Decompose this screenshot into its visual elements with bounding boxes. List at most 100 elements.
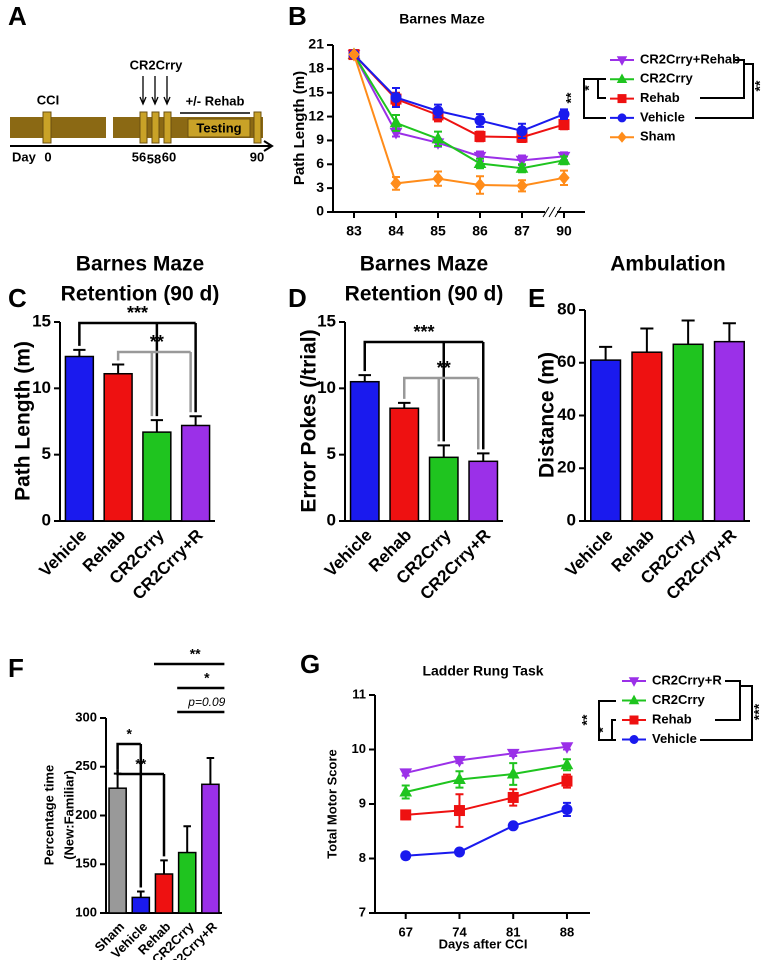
bar [389, 407, 420, 522]
y-tick-label: 9 [316, 131, 324, 147]
day-label: 56 [132, 149, 146, 164]
error-bar [160, 859, 168, 874]
significance-bracket [116, 769, 166, 857]
x-axis-label: Days after CCI [439, 936, 528, 951]
point [390, 176, 402, 191]
point [432, 171, 444, 186]
time-axis [10, 140, 274, 152]
y-tick-label: 0 [316, 203, 324, 219]
y-tick-label: 7 [359, 904, 366, 919]
x-tick-label: Vehicle [321, 526, 376, 581]
point [474, 115, 486, 127]
panel-letter: E [528, 283, 545, 313]
point [558, 108, 570, 120]
y-tick-label: 200 [75, 807, 97, 822]
error-bar [73, 348, 86, 357]
bar [131, 896, 151, 914]
bar [349, 380, 380, 522]
x-tick-label: 84 [388, 223, 404, 239]
significance-label: ** [437, 358, 451, 378]
x-tick-label: 90 [556, 223, 572, 239]
significance-label: ** [150, 332, 164, 352]
y-tick-label: 6 [316, 155, 324, 171]
y-tick-label: 11 [352, 686, 366, 701]
significance-label: * [204, 670, 210, 686]
point [506, 748, 520, 761]
significance-bracket [597, 78, 606, 99]
point [507, 820, 519, 832]
point [473, 156, 487, 168]
error-bar [599, 345, 613, 361]
point [561, 803, 573, 815]
legend-label: CR2Crry [640, 71, 694, 86]
point [515, 161, 529, 173]
y-tick-label: 100 [75, 904, 97, 919]
chart-title: Barnes Maze [76, 253, 204, 276]
point [431, 131, 445, 144]
bar [108, 787, 127, 914]
panel-letter: G [300, 649, 320, 679]
significance-bracket [78, 321, 197, 417]
chart-title: Barnes Maze [360, 253, 488, 276]
panel-letter: D [288, 283, 307, 313]
legend-label: CR2Crry+Rehab [640, 51, 740, 66]
legend-marker [629, 735, 639, 744]
y-axis-label: Distance (m) [536, 352, 559, 478]
legend-label: Vehicle [640, 109, 685, 124]
bar [672, 343, 704, 522]
error-bar [681, 319, 695, 345]
error-bar [358, 374, 372, 382]
y-tick-label: 3 [316, 179, 324, 195]
legend-label: CR2Crry+R [652, 672, 722, 687]
timeline-marker [139, 111, 148, 144]
y-tick-label: 20 [557, 458, 576, 477]
legend-label: Rehab [640, 90, 680, 105]
error-bar [150, 419, 164, 433]
bar [590, 359, 622, 522]
x-tick-label: 87 [514, 223, 530, 239]
arrows [139, 76, 171, 106]
y-axis-label: Error Pokes (/trial) [298, 329, 321, 512]
significance-label: ** [190, 646, 201, 662]
error-bar [397, 401, 411, 409]
significance-label: ** [563, 92, 579, 103]
panel-letter: C [8, 283, 27, 313]
x-tick-label: 67 [398, 924, 412, 939]
timeline-marker [151, 111, 160, 144]
error-bar [189, 415, 202, 426]
y-tick-label: 5 [327, 444, 336, 463]
chart-title: Barnes Maze [399, 11, 485, 27]
y-tick-label: 10 [32, 378, 51, 397]
rehab-label: +/- Rehab [186, 93, 245, 108]
significance-bracket [695, 63, 754, 119]
point [506, 766, 520, 779]
significance-bracket [363, 340, 485, 450]
point [561, 775, 573, 787]
axis-break [542, 206, 562, 218]
y-tick-label: 10 [317, 378, 336, 397]
day-label: 0 [44, 149, 51, 164]
axis-break [545, 208, 557, 216]
y-tick-label: 60 [557, 352, 576, 371]
panel-letter: B [288, 1, 307, 31]
point [453, 805, 465, 817]
point [389, 115, 403, 128]
error-bar [113, 772, 122, 789]
error-bar [137, 890, 145, 898]
point [453, 755, 466, 768]
series-line [353, 54, 565, 187]
x-tick-label: 74 [452, 924, 467, 939]
significance-label: * [595, 727, 611, 733]
y-tick-label: 0 [42, 510, 51, 529]
y-tick-label: 40 [557, 405, 576, 424]
treatment-label: CR2Crry [130, 57, 184, 72]
bar [142, 431, 172, 522]
y-axis-label: Path Length (m) [12, 341, 35, 501]
x-tick-label: 88 [560, 924, 574, 939]
y-tick-label: 21 [308, 36, 324, 52]
y-tick-label: 150 [75, 856, 97, 871]
chart-title: Ladder Rung Task [422, 663, 543, 679]
point [399, 784, 413, 797]
x-tick-label: 86 [472, 223, 488, 239]
